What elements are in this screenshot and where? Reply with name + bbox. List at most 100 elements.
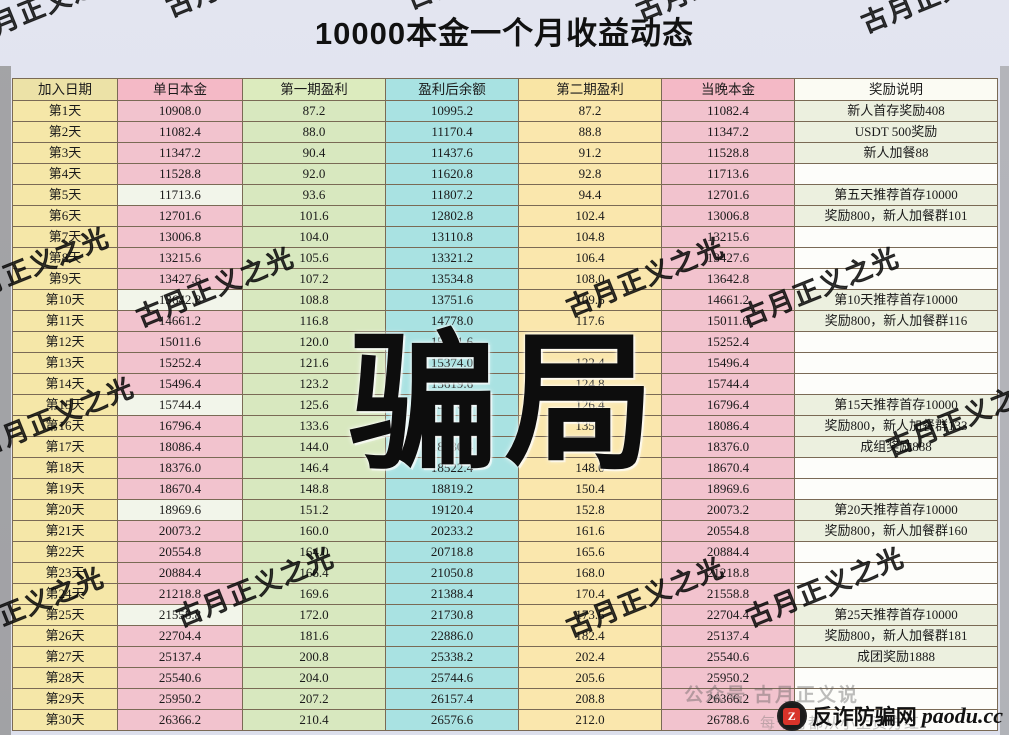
cell-day: 第9天	[12, 268, 118, 290]
cell-profit1: 207.2	[242, 688, 386, 710]
cell-profit1: 133.6	[242, 415, 386, 437]
cell-day: 第22天	[12, 541, 118, 563]
cell-profit2: 205.6	[518, 667, 662, 689]
cell-capital: 20554.8	[117, 541, 243, 563]
cell-balance: 12802.8	[385, 205, 519, 227]
cell-balance: 18819.2	[385, 478, 519, 500]
cell-day: 第23天	[12, 562, 118, 584]
cell-balance: 15131.6	[385, 331, 519, 353]
cell-profit2: 122.4	[518, 352, 662, 374]
cell-profit1: 107.2	[242, 268, 386, 290]
cell-night: 26788.6	[661, 709, 795, 731]
cell-profit1: 101.6	[242, 205, 386, 227]
cell-day: 第17天	[12, 436, 118, 458]
table-row: 第1天 10908.0 87.2 10995.2 87.2 11082.4 新人首存奖励40…	[12, 100, 998, 122]
cell-capital: 11528.8	[117, 163, 243, 185]
table-row: 第10天 13642.8 108.8 13751.6 109.6 14661.2 第10天推…	[12, 289, 998, 311]
column-header-night: 当晚本金	[661, 78, 795, 101]
cell-day: 第8天	[12, 247, 118, 269]
table-row: 第6天 12701.6 101.6 12802.8 102.4 13006.8 奖励800，…	[12, 205, 998, 227]
cell-profit2: 135.2	[518, 415, 662, 437]
cell-profit1: 172.0	[242, 604, 386, 626]
table-row: 第29天 25950.2 207.2 26157.4 208.8 26366.2	[12, 688, 998, 710]
cell-balance: 13110.8	[385, 226, 519, 248]
cell-note: 成组奖励888	[794, 436, 998, 458]
cell-capital: 21558.8	[117, 604, 243, 626]
column-header-capital: 单日本金	[117, 78, 243, 101]
cell-note: 新人加餐88	[794, 142, 998, 164]
cell-note	[794, 709, 998, 731]
cell-profit2: 117.6	[518, 310, 662, 332]
cell-profit1: 164.0	[242, 541, 386, 563]
cell-profit1: 93.6	[242, 184, 386, 206]
cell-balance: 20233.2	[385, 520, 519, 542]
cell-balance: 11620.8	[385, 163, 519, 185]
column-header-note: 奖励说明	[794, 78, 998, 101]
cell-profit2: 165.6	[518, 541, 662, 563]
cell-day: 第10天	[12, 289, 118, 311]
cell-day: 第26天	[12, 625, 118, 647]
cell-profit1: 169.6	[242, 583, 386, 605]
cell-profit1: 90.4	[242, 142, 386, 164]
table-row: 第11天 14661.2 116.8 14778.0 117.6 15011.6 奖励800…	[12, 310, 998, 332]
cell-note	[794, 226, 998, 248]
cell-night: 13006.8	[661, 205, 795, 227]
cell-note	[794, 688, 998, 710]
cell-balance: 22886.0	[385, 625, 519, 647]
cell-capital: 15496.4	[117, 373, 243, 395]
cell-profit2: 145.6	[518, 436, 662, 458]
cell-night: 18086.4	[661, 415, 795, 437]
cell-night: 15496.4	[661, 352, 795, 374]
cell-profit1: 120.0	[242, 331, 386, 353]
table-header-row: 加入日期 单日本金 第一期盈利 盈利后余额 第二期盈利 当晚本金 奖励说明	[12, 78, 998, 101]
table-row: 第5天 11713.6 93.6 11807.2 94.4 12701.6 第五天推荐首存1…	[12, 184, 998, 206]
cell-day: 第11天	[12, 310, 118, 332]
cell-note	[794, 583, 998, 605]
cell-night: 20554.8	[661, 520, 795, 542]
table-row: 第17天 18086.4 144.0 18230.4 145.6 18376.0 成组奖励8…	[12, 436, 998, 458]
table-row: 第22天 20554.8 164.0 20718.8 165.6 20884.4	[12, 541, 998, 563]
cell-balance: 15374.0	[385, 352, 519, 374]
table-body: 第1天 10908.0 87.2 10995.2 87.2 11082.4 新人首存奖励40…	[12, 100, 998, 731]
cell-profit1: 121.6	[242, 352, 386, 374]
cell-note	[794, 247, 998, 269]
table-row: 第16天 16796.4 133.6 16930.0 135.2 18086.4 奖励800…	[12, 415, 998, 437]
cell-balance: 11437.6	[385, 142, 519, 164]
cell-capital: 25540.6	[117, 667, 243, 689]
cell-note	[794, 163, 998, 185]
cell-day: 第1天	[12, 100, 118, 122]
cell-night: 18969.6	[661, 478, 795, 500]
cell-profit1: 87.2	[242, 100, 386, 122]
cell-profit1: 105.6	[242, 247, 386, 269]
cell-profit2: 109.6	[518, 289, 662, 311]
cell-profit1: 210.4	[242, 709, 386, 731]
cell-profit1: 125.6	[242, 394, 386, 416]
cell-balance: 13321.2	[385, 247, 519, 269]
cell-note: USDT 500奖励	[794, 121, 998, 143]
cell-profit2: 87.2	[518, 100, 662, 122]
cell-profit2: 94.4	[518, 184, 662, 206]
cell-night: 13215.6	[661, 226, 795, 248]
cell-profit1: 151.2	[242, 499, 386, 521]
table-row: 第2天 11082.4 88.0 11170.4 88.8 11347.2 USDT 500…	[12, 121, 998, 143]
cell-day: 第27天	[12, 646, 118, 668]
cell-note	[794, 457, 998, 479]
page-edge-right	[1000, 66, 1009, 735]
cell-capital: 15744.4	[117, 394, 243, 416]
cell-profit2: 91.2	[518, 142, 662, 164]
cell-capital: 13642.8	[117, 289, 243, 311]
cell-capital: 25137.4	[117, 646, 243, 668]
cell-note: 奖励800，新人加餐群101	[794, 205, 998, 227]
cell-note: 奖励800，新人加餐群160	[794, 520, 998, 542]
cell-profit2: 150.4	[518, 478, 662, 500]
table-row: 第12天 15011.6 120.0 15131.6 120.8 15252.4	[12, 331, 998, 353]
table-row: 第28天 25540.6 204.0 25744.6 205.6 25950.2	[12, 667, 998, 689]
cell-balance: 15870.0	[385, 394, 519, 416]
cell-capital: 20073.2	[117, 520, 243, 542]
cell-profit1: 144.0	[242, 436, 386, 458]
cell-balance: 13534.8	[385, 268, 519, 290]
cell-profit2: 182.4	[518, 625, 662, 647]
column-header-profit1: 第一期盈利	[242, 78, 386, 101]
cell-capital: 18969.6	[117, 499, 243, 521]
table-row: 第25天 21558.8 172.0 21730.8 173.6 22704.4 第25天推…	[12, 604, 998, 626]
